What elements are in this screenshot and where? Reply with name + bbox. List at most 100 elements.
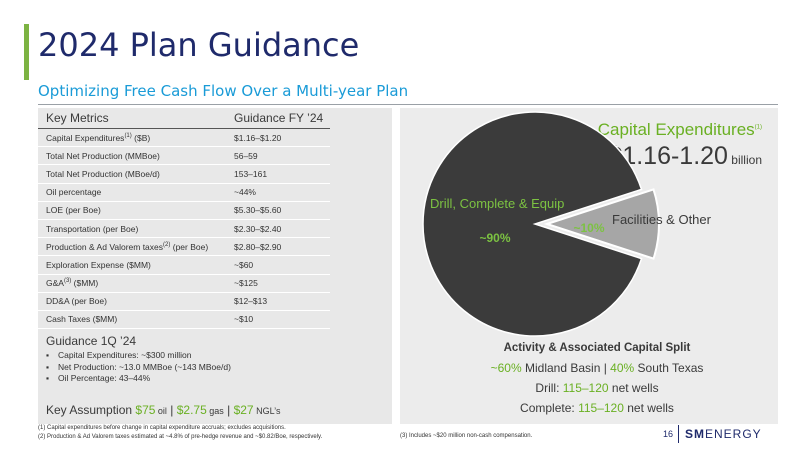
- logo-text: ENERGY: [705, 427, 762, 441]
- metric-label: Production & Ad Valorem taxes(2) (per Bo…: [38, 237, 226, 257]
- guidance-1q: Guidance 1Q ’24 Capital Expenditures: ~$…: [38, 332, 392, 385]
- table-row: Total Net Production (MBoe/d) 153–161: [38, 164, 330, 184]
- metric-label: DD&A (per Boe): [38, 292, 226, 311]
- metric-value: $5.30–$5.60: [226, 201, 330, 220]
- table-row: Transportation (per Boe) $2.30–$2.40: [38, 219, 330, 239]
- metric-name: Exploration Expense ($MM): [46, 259, 151, 270]
- capex-value: $1.16-1.20 billion: [608, 142, 762, 171]
- capex-title-text: Capital Expenditures: [597, 120, 755, 139]
- metric-label: Exploration Expense ($MM): [38, 255, 226, 275]
- separator: |: [166, 403, 177, 417]
- footnote-3: (3) Includes ~$20 million non-cash compe…: [400, 433, 533, 439]
- metric-label: LOE (per Boe): [38, 201, 226, 220]
- separator: |: [223, 403, 234, 417]
- footnote-1: (1) Capital expenditures before change i…: [38, 425, 286, 431]
- metric-value: ~44%: [226, 183, 330, 202]
- key-assumption-label: Key Assumption: [46, 403, 133, 417]
- midland-pct: ~60%: [490, 361, 522, 375]
- basin-divider: |: [600, 361, 611, 375]
- table-row: Total Net Production (MMBoe) 56–59: [38, 146, 330, 166]
- metric-value: 56–59: [226, 146, 330, 166]
- metric-value: ~$10: [226, 310, 330, 330]
- metric-unit: ($B): [131, 132, 151, 143]
- metric-value: $2.30–$2.40: [226, 219, 330, 239]
- pie-label-drill: Drill, Complete & Equip: [430, 196, 565, 211]
- metric-name: LOE (per Boe): [46, 205, 101, 216]
- footnote-ref: (3): [63, 278, 72, 285]
- list-item: Oil Percentage: 43–44%: [46, 373, 392, 385]
- table-row: Capital Expenditures(1) ($B) $1.16–$1.20: [38, 128, 330, 148]
- drill-unit: net wells: [608, 381, 659, 395]
- oil-price: $75: [135, 403, 156, 417]
- pie-slice-facilities: [543, 188, 661, 260]
- table-row: G&A(3) ($MM) ~$125: [38, 274, 330, 293]
- metric-label: G&A(3) ($MM): [38, 274, 226, 293]
- metric-name: G&A: [46, 278, 64, 289]
- metric-label: Transportation (per Boe): [38, 219, 226, 239]
- complete-label: Complete:: [520, 401, 579, 415]
- midland-label: Midland Basin: [521, 361, 601, 375]
- metric-name: Total Net Production (MBoe/d): [46, 168, 160, 179]
- activity-drill: Drill: 115–120 net wells: [472, 378, 722, 398]
- capex-pie-chart: [422, 111, 661, 337]
- key-assumption: Key Assumption $75 oil | $2.75 gas | $27…: [38, 397, 392, 424]
- metrics-table-body: Capital Expenditures(1) ($B) $1.16–$1.20 T…: [38, 128, 330, 330]
- footnote-ref: (2): [163, 241, 171, 248]
- activity-split: Activity & Associated Capital Split ~60%…: [472, 338, 722, 418]
- title-accent-bar: [24, 24, 29, 80]
- metric-label: Oil percentage: [38, 183, 226, 202]
- pie-pct-drill: ~90%: [479, 231, 511, 245]
- capex-unit: billion: [727, 153, 762, 167]
- metric-value: $1.16–$1.20: [226, 128, 330, 148]
- logo-bold: SM: [685, 427, 705, 441]
- page-number: 16: [663, 429, 674, 439]
- metric-label: Cash Taxes ($MM): [38, 310, 226, 330]
- pie-slice-drill: [422, 111, 643, 337]
- metric-value: $12–$13: [226, 292, 330, 311]
- list-item: Capital Expenditures: ~$300 million: [46, 350, 392, 362]
- ngl-unit: NGL’s: [253, 406, 281, 416]
- footnotes: (1) Capital expenditures before change i…: [38, 424, 322, 442]
- pie-label-facilities: Facilities & Other: [612, 212, 711, 227]
- metric-value: ~$125: [226, 274, 330, 293]
- activity-complete: Complete: 115–120 net wells: [472, 398, 722, 418]
- guidance-1q-list: Capital Expenditures: ~$300 million Net …: [38, 350, 392, 385]
- metric-name: Transportation (per Boe): [46, 223, 139, 234]
- table-row: Production & Ad Valorem taxes(2) (per Bo…: [38, 237, 330, 257]
- ngl-price: $27: [233, 403, 254, 417]
- list-item: Net Production: ~13.0 MMBoe (~143 MBoe/d…: [46, 362, 392, 374]
- page-title: 2024 Plan Guidance: [38, 26, 360, 64]
- metric-name: Capital Expenditures: [46, 132, 125, 143]
- page-subtitle: Optimizing Free Cash Flow Over a Multi-y…: [38, 82, 409, 100]
- metric-name: Production & Ad Valorem taxes: [46, 241, 164, 252]
- col-header-guidance: Guidance FY ’24: [226, 108, 330, 129]
- gas-unit: gas: [206, 406, 224, 416]
- gas-price: $2.75: [176, 403, 207, 417]
- metric-value: ~$60: [226, 255, 330, 275]
- metric-name: DD&A (per Boe): [46, 296, 107, 307]
- company-logo: SMENERGY: [678, 425, 762, 443]
- south-texas-pct: 40%: [610, 361, 635, 375]
- metric-value: $2.80–$2.90: [226, 237, 330, 257]
- metric-label: Total Net Production (MBoe/d): [38, 164, 226, 184]
- metric-name: Cash Taxes ($MM): [46, 314, 118, 325]
- footnote-2: (2) Production & Ad Valorem taxes estima…: [38, 434, 323, 440]
- metric-label: Capital Expenditures(1) ($B): [38, 128, 226, 148]
- capex-footnote-ref: (1): [754, 124, 762, 131]
- metric-name: Total Net Production (MMBoe): [46, 150, 160, 161]
- activity-heading: Activity & Associated Capital Split: [503, 342, 691, 354]
- title-divider: [38, 104, 778, 105]
- activity-basin-split: ~60% Midland Basin | 40% South Texas: [472, 358, 722, 378]
- drill-wells: 115–120: [562, 381, 609, 395]
- complete-wells: 115–120: [578, 401, 624, 415]
- metric-unit: (per Boe): [170, 241, 209, 252]
- metric-value: 153–161: [226, 164, 330, 184]
- oil-unit: oil: [155, 406, 167, 416]
- col-header-metric: Key Metrics: [38, 108, 226, 129]
- drill-label: Drill:: [535, 381, 563, 395]
- table-row: LOE (per Boe) $5.30–$5.60: [38, 201, 330, 220]
- table-row: Cash Taxes ($MM) ~$10: [38, 310, 330, 330]
- south-texas-label: South Texas: [634, 361, 704, 375]
- pie-pct-facilities: ~10%: [573, 221, 605, 235]
- table-row: Oil percentage ~44%: [38, 183, 330, 202]
